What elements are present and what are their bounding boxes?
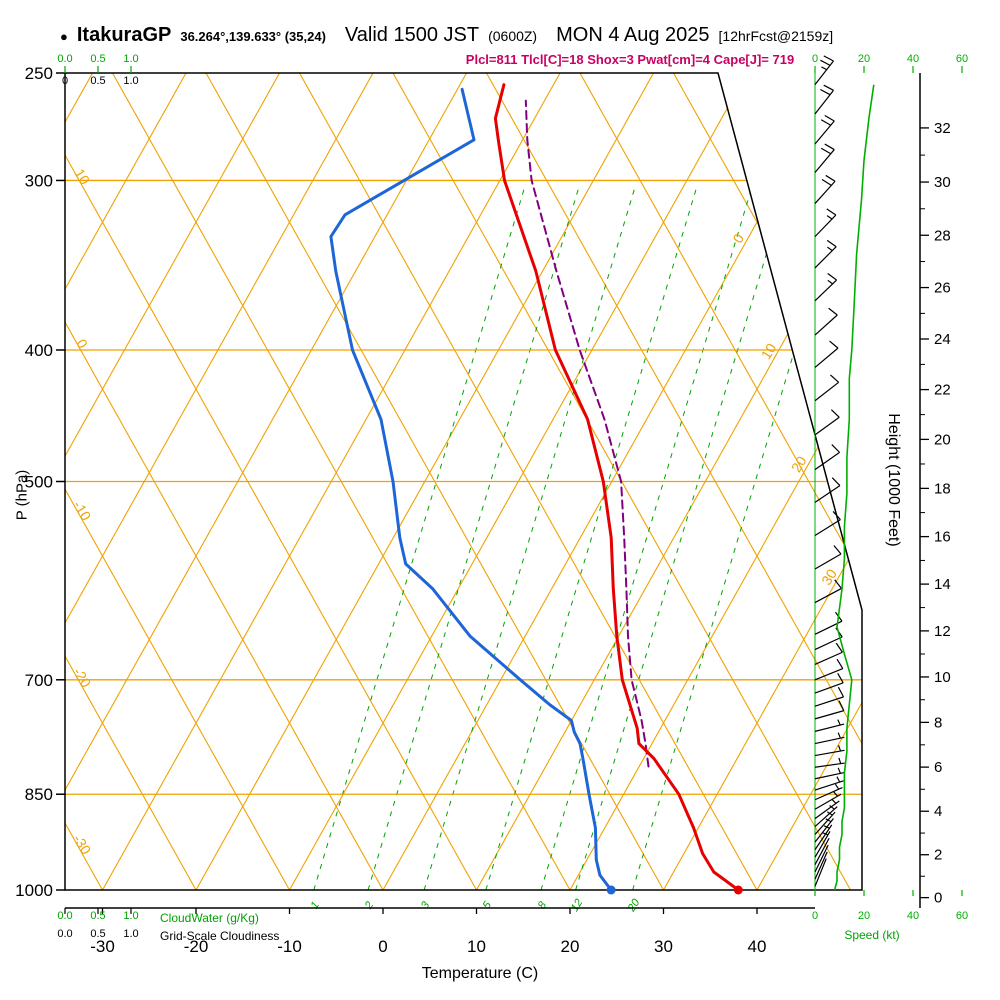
svg-text:-20: -20 xyxy=(70,665,94,691)
svg-text:12: 12 xyxy=(934,623,951,640)
svg-text:0.5: 0.5 xyxy=(90,53,105,65)
svg-text:18: 18 xyxy=(934,480,951,497)
svg-text:8: 8 xyxy=(536,899,550,911)
svg-text:60: 60 xyxy=(956,53,968,65)
svg-text:500: 500 xyxy=(25,473,53,492)
svg-text:1.0: 1.0 xyxy=(123,928,138,940)
svg-text:10: 10 xyxy=(467,937,486,956)
svg-text:0.5: 0.5 xyxy=(90,910,105,922)
svg-text:24: 24 xyxy=(934,331,951,348)
svg-text:20: 20 xyxy=(561,937,580,956)
svg-text:0.0: 0.0 xyxy=(57,53,72,65)
svg-text:-30: -30 xyxy=(90,937,115,956)
speed-axis-title: Speed (kt) xyxy=(844,928,900,942)
svg-text:0: 0 xyxy=(812,910,818,922)
svg-text:-10: -10 xyxy=(277,937,302,956)
svg-text:5: 5 xyxy=(481,899,495,911)
height-axis-title: Height (1000 Feet) xyxy=(885,413,902,547)
svg-text:32: 32 xyxy=(934,120,951,137)
svg-text:0.5: 0.5 xyxy=(90,928,105,940)
svg-text:0.0: 0.0 xyxy=(57,910,72,922)
svg-text:400: 400 xyxy=(25,341,53,360)
svg-text:10: 10 xyxy=(71,166,93,188)
forecast-info: [12hrFcst@2159z] xyxy=(718,28,834,44)
svg-text:0: 0 xyxy=(934,890,942,907)
svg-text:0.0: 0.0 xyxy=(57,928,72,940)
station-name: ItakuraGP xyxy=(76,24,172,46)
svg-text:20: 20 xyxy=(858,910,870,922)
svg-text:0: 0 xyxy=(62,75,68,87)
station-coords: 36.264°,139.633° (35,24) xyxy=(180,29,326,44)
svg-text:6: 6 xyxy=(934,759,942,776)
svg-text:0: 0 xyxy=(812,53,818,65)
valid-date: MON 4 Aug 2025 xyxy=(556,24,710,46)
svg-text:-10: -10 xyxy=(70,498,94,524)
svg-text:250: 250 xyxy=(25,64,53,83)
svg-text:40: 40 xyxy=(907,910,919,922)
svg-text:10: 10 xyxy=(758,340,780,362)
svg-text:1.0: 1.0 xyxy=(123,53,138,65)
chart-title: ● ItakuraGP 36.264°,139.633° (35,24) Val… xyxy=(60,24,833,47)
svg-text:28: 28 xyxy=(934,227,951,244)
svg-text:1000: 1000 xyxy=(15,881,53,900)
svg-text:14: 14 xyxy=(934,576,951,593)
svg-text:4: 4 xyxy=(934,803,942,820)
pressure-axis-title: P (hPa) xyxy=(13,469,31,521)
svg-text:40: 40 xyxy=(907,53,919,65)
svg-text:0: 0 xyxy=(73,336,91,351)
svg-text:700: 700 xyxy=(25,671,53,690)
svg-text:30: 30 xyxy=(818,566,840,588)
cloudiness-scale-title: Grid-Scale Cloudiness xyxy=(160,929,280,943)
svg-text:0.5: 0.5 xyxy=(90,75,105,87)
svg-text:2: 2 xyxy=(362,900,376,912)
svg-text:1.0: 1.0 xyxy=(123,75,138,87)
svg-text:850: 850 xyxy=(25,785,53,804)
svg-text:1: 1 xyxy=(309,900,322,912)
svg-text:1.0: 1.0 xyxy=(123,910,138,922)
svg-text:20: 20 xyxy=(788,453,810,475)
svg-text:40: 40 xyxy=(748,937,767,956)
svg-text:26: 26 xyxy=(934,280,951,297)
temperature-axis-title: Temperature (C) xyxy=(421,965,539,982)
svg-text:16: 16 xyxy=(934,529,951,546)
svg-text:12: 12 xyxy=(569,897,586,914)
svg-text:20: 20 xyxy=(858,53,870,65)
valid-time: Valid 1500 JST xyxy=(344,24,480,46)
svg-text:3: 3 xyxy=(419,899,433,911)
svg-text:20: 20 xyxy=(625,896,643,914)
svg-text:8: 8 xyxy=(934,714,942,731)
svg-text:-20: -20 xyxy=(184,937,209,956)
svg-text:10: 10 xyxy=(934,669,951,686)
svg-text:-30: -30 xyxy=(70,832,94,858)
svg-text:22: 22 xyxy=(934,382,951,399)
cloudwater-scale-title: CloudWater (g/Kg) xyxy=(160,911,259,925)
svg-text:60: 60 xyxy=(956,910,968,922)
valid-utc: (0600Z) xyxy=(488,28,538,44)
station-bullet-icon: ● xyxy=(60,29,68,44)
svg-text:0: 0 xyxy=(378,937,387,956)
svg-text:20: 20 xyxy=(934,431,951,448)
svg-text:30: 30 xyxy=(654,937,673,956)
sounding-indices: Plcl=811 Tlcl[C]=18 Shox=3 Pwat[cm]=4 Ca… xyxy=(465,52,795,67)
svg-text:30: 30 xyxy=(934,174,951,191)
svg-text:2: 2 xyxy=(934,847,942,864)
svg-text:300: 300 xyxy=(25,171,53,190)
